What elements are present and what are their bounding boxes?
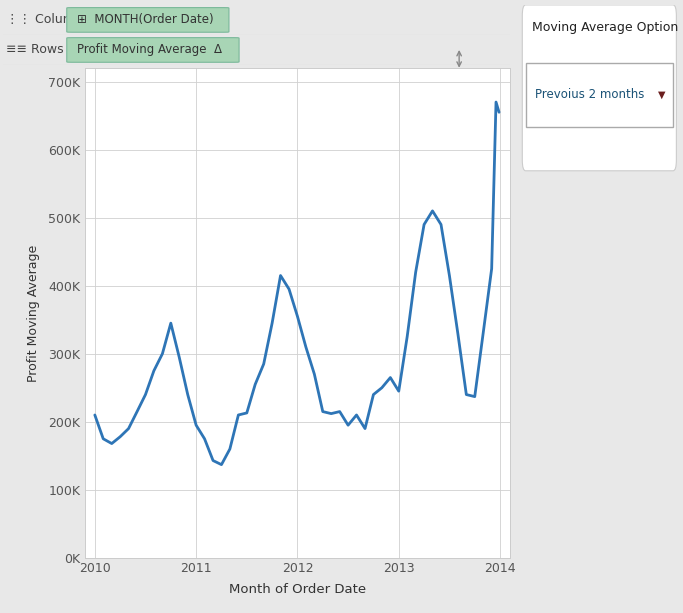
Y-axis label: Profit Moving Average: Profit Moving Average <box>27 245 40 381</box>
X-axis label: Month of Order Date: Month of Order Date <box>229 584 366 596</box>
Text: Profit Moving Average  Δ: Profit Moving Average Δ <box>77 43 222 56</box>
Text: Prevoius 2 months: Prevoius 2 months <box>535 88 645 101</box>
Text: ▼: ▼ <box>658 89 665 99</box>
Text: ⊞  MONTH(Order Date): ⊞ MONTH(Order Date) <box>77 13 214 26</box>
FancyBboxPatch shape <box>525 63 673 126</box>
Text: ≡≡ Rows: ≡≡ Rows <box>6 43 64 56</box>
FancyBboxPatch shape <box>67 7 229 32</box>
Text: ⋮⋮ Columns: ⋮⋮ Columns <box>6 13 89 26</box>
Text: Moving Average Option: Moving Average Option <box>532 21 678 34</box>
FancyBboxPatch shape <box>522 5 676 171</box>
FancyBboxPatch shape <box>67 37 239 63</box>
